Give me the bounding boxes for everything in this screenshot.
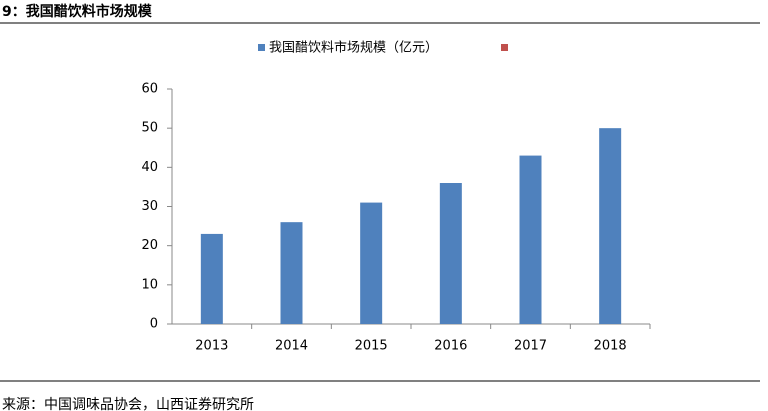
bar <box>519 155 542 324</box>
bar <box>599 128 622 324</box>
source-note: 来源：中国调味品协会，山西证券研究所 <box>2 397 254 411</box>
y-tick-label: 60 <box>141 82 158 97</box>
x-tick-label: 2018 <box>594 339 627 354</box>
legend-swatch-extra <box>501 44 508 51</box>
bar <box>280 222 303 324</box>
y-tick-label: 0 <box>150 317 158 332</box>
x-tick-label: 2017 <box>514 339 547 354</box>
y-tick-label: 30 <box>141 199 158 214</box>
legend-label: 我国醋饮料市场规模（亿元） <box>269 40 438 56</box>
x-tick-label: 2013 <box>195 339 228 354</box>
y-tick-label: 40 <box>141 160 158 175</box>
x-tick-label: 2016 <box>434 339 467 354</box>
bar <box>360 202 383 324</box>
x-tick-label: 2015 <box>355 339 388 354</box>
x-tick-label: 2014 <box>275 339 308 354</box>
y-tick-label: 20 <box>141 238 158 253</box>
y-tick-label: 10 <box>141 277 158 292</box>
bar <box>200 233 223 324</box>
bar <box>439 183 462 324</box>
chart-title: 9：我国醋饮料市场规模 <box>2 3 153 20</box>
y-tick-label: 50 <box>141 121 158 136</box>
legend-swatch <box>258 44 265 51</box>
